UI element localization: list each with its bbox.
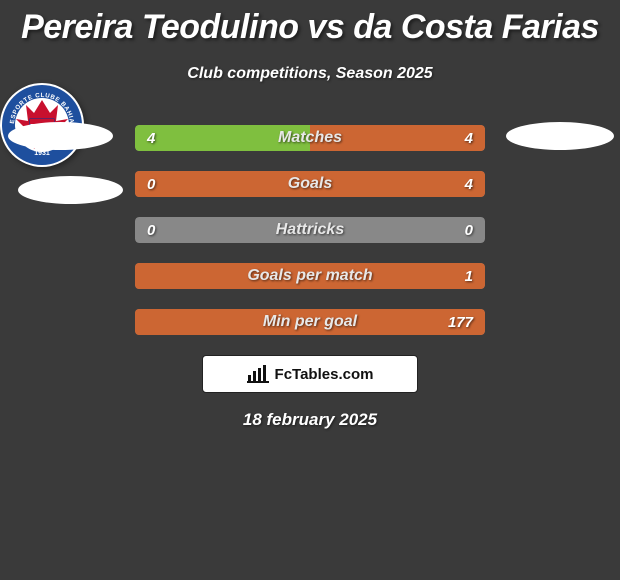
stat-value-right: 0 <box>465 217 473 243</box>
subtitle: Club competitions, Season 2025 <box>0 65 620 83</box>
stat-value-right: 1 <box>465 263 473 289</box>
stat-label: Goals per match <box>135 263 485 289</box>
page-title: Pereira Teodulino vs da Costa Farias <box>0 0 620 47</box>
stat-row: 0 Hattricks 0 <box>135 217 485 243</box>
stat-value-right: 177 <box>448 309 473 335</box>
attribution-text: FcTables.com <box>275 366 374 383</box>
stat-row: Min per goal 177 <box>135 309 485 335</box>
svg-text:1931: 1931 <box>34 150 50 157</box>
stat-row: Goals per match 1 <box>135 263 485 289</box>
stats-container: 4 Matches 4 0 Goals 4 0 Hattricks 0 Goal… <box>135 125 485 355</box>
bar-chart-icon <box>247 365 269 383</box>
stat-label: Matches <box>135 125 485 151</box>
stat-value-right: 4 <box>465 125 473 151</box>
stat-label: Hattricks <box>135 217 485 243</box>
stat-row: 4 Matches 4 <box>135 125 485 151</box>
team-right-crest-top <box>506 122 614 150</box>
attribution-box: FcTables.com <box>202 355 418 393</box>
stat-label: Min per goal <box>135 309 485 335</box>
team-left-crest-top <box>8 122 113 150</box>
team-left-crest-bottom <box>18 176 123 204</box>
stat-label: Goals <box>135 171 485 197</box>
stat-row: 0 Goals 4 <box>135 171 485 197</box>
stat-value-right: 4 <box>465 171 473 197</box>
generated-date: 18 february 2025 <box>0 410 620 430</box>
